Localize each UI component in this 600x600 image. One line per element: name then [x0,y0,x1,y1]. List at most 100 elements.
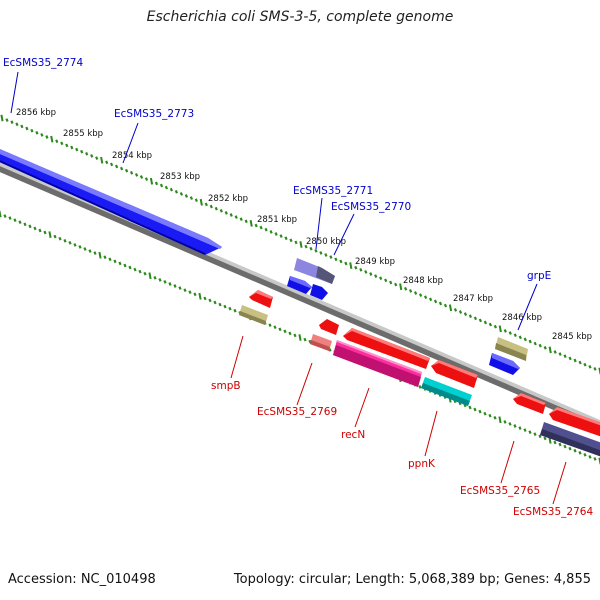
scale-tick-minor [189,196,194,200]
gene-arrow-ppnk[interactable] [421,377,472,406]
scale-tick-minor [408,289,413,293]
gene-label-grpe[interactable]: grpE [527,270,551,282]
gene-label-ecsms35-2773[interactable]: EcSMS35_2773 [114,108,194,120]
scale-tick-minor [553,350,557,354]
scale-tick-minor [389,280,393,285]
reverse-gene-labels: smpB EcSMS35_2769 recN ppnK EcSMS35_2765… [211,380,593,518]
gene-arrow-recn[interactable] [333,340,422,387]
gene-label-ecsms35-2764[interactable]: EcSMS35_2764 [513,506,593,518]
scale-tick-major [498,325,502,333]
scale-tick-minor [168,282,172,286]
scale-tick-major [249,220,253,227]
scale-tick-minor [203,296,207,301]
scale-tick-minor [213,300,217,305]
gene-arrow-ecsms35-2764-a[interactable] [549,407,600,438]
scale-tick-minor [60,141,64,146]
scale-tick-minor [134,173,139,177]
scale-tick-minor [5,118,9,122]
scale-tick-minor [208,298,212,303]
scale-tick-minor [118,261,122,266]
scale-label: 2854 kbp [112,151,152,161]
scale-tick-minor [108,257,112,262]
scale-tick-minor [95,156,99,160]
gene-label-ppnk[interactable]: ppnK [408,458,436,470]
scale-tick-minor [513,424,517,428]
scale-tick-major [50,135,54,143]
gene-label-ecsms35-2774[interactable]: EcSMS35_2774 [3,57,83,69]
scale-tick-minor [209,204,213,209]
scale-tick-minor [473,407,477,412]
gene-arrow-grpe[interactable] [495,337,528,361]
scale-tick-minor [433,299,438,304]
scale-label: 2853 kbp [160,172,200,182]
scale-tick-minor [75,147,79,152]
scale-tick-minor [68,240,72,245]
scale-tick-minor [45,135,49,139]
scale-tick-minor [73,243,77,247]
scale-tick-major [148,272,152,280]
scale-tick-minor [518,335,522,340]
scale-tick-major [48,231,52,238]
gene-arrow-ecsms35-2765[interactable] [513,393,546,414]
scale-tick-minor [518,426,522,430]
gene-arrow-smpb-neighbor[interactable] [239,305,268,325]
scale-tick-minor [359,267,363,272]
gene-arrow-ecsms35-2769-a[interactable] [319,319,339,335]
scale-tick-minor [274,232,278,236]
scale-tick-minor [159,183,164,188]
gene-arrow-ecsms35-2770-a[interactable] [287,276,312,294]
gene-arrow-ecsms35-2770-b[interactable] [310,284,328,300]
gene-label-ecsms35-2771[interactable]: EcSMS35_2771 [293,185,373,197]
scale-tick-minor [293,333,297,338]
scale-tick-minor [344,261,348,266]
gene-label-smpb[interactable]: smpB [211,380,241,392]
scale-tick-minor [478,318,483,323]
scale-tick-minor [153,275,157,280]
scale-tick-minor [438,301,443,306]
map-title: Escherichia coli SMS-3-5, complete genom… [146,9,454,25]
gene-arrow-ecsms35-2764-b[interactable] [540,422,600,458]
scale-tick-minor [154,181,159,186]
scale-label: 2852 kbp [208,194,248,204]
scale-tick-minor [28,224,32,229]
scale-tick-minor [563,354,567,359]
scale-tick-minor [413,291,418,295]
scale-tick-minor [214,206,218,211]
gene-arrow-smpb[interactable] [249,290,273,308]
scale-tick-minor [563,444,567,449]
scale-label: 2845 kbp [552,332,592,342]
scale-tick-minor [508,331,512,335]
scale-tick-minor [218,302,222,307]
gene-label-ecsms35-2769[interactable]: EcSMS35_2769 [257,406,337,418]
forward-gene-labels: EcSMS35_2774 EcSMS35_2773 EcSMS35_2771 E… [3,57,551,282]
gene-arrow-recn-neighbor[interactable] [343,328,430,369]
scale-tick-minor [40,133,44,137]
scale-tick-minor [468,405,472,410]
gene-arrow-ppnk-neighbor[interactable] [431,360,478,388]
scale-tick-minor [129,170,134,175]
scale-tick-minor [503,420,507,424]
gene-label-recn[interactable]: recN [341,429,365,441]
scale-tick-minor [423,295,428,300]
scale-label: 2846 kbp [502,313,542,323]
scale-tick-major [298,334,302,341]
gene-arrow-ecsms35-2771[interactable] [294,258,335,284]
gene-label-ecsms35-2770[interactable]: EcSMS35_2770 [331,201,411,213]
scale-tick-minor [38,228,42,233]
scale-tick-minor [319,251,323,255]
scale-tick-minor [63,238,67,243]
scale-tick-minor [119,166,124,171]
scale-tick-minor [224,211,228,215]
gene-arrow-ecsms35-2774[interactable] [0,147,222,255]
gene-arrow-grpe-neighbor[interactable] [489,353,520,375]
scale-tick-minor [23,222,27,227]
gene-label-ecsms35-2765[interactable]: EcSMS35_2765 [460,485,540,497]
scale-tick-minor [133,267,137,272]
scale-tick-minor [103,255,107,260]
scale-tick-minor [453,308,458,312]
gene-arrow-ecsms35-2769-b[interactable] [310,334,332,351]
scale-tick-major [498,416,502,424]
scale-tick-major [98,251,102,259]
scale-tick-minor [528,430,532,435]
